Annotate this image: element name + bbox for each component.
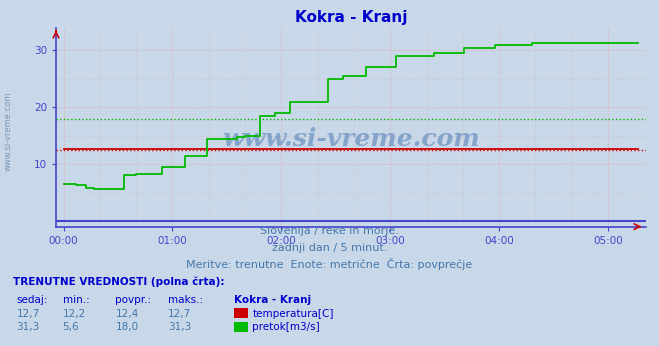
Text: maks.:: maks.: — [168, 295, 203, 305]
Text: pretok[m3/s]: pretok[m3/s] — [252, 322, 320, 333]
Text: temperatura[C]: temperatura[C] — [252, 309, 334, 319]
Title: Kokra - Kranj: Kokra - Kranj — [295, 10, 407, 25]
Text: 12,2: 12,2 — [63, 309, 86, 319]
Text: Meritve: trenutne  Enote: metrične  Črta: povprečje: Meritve: trenutne Enote: metrične Črta: … — [186, 258, 473, 270]
Text: sedaj:: sedaj: — [16, 295, 48, 305]
Text: povpr.:: povpr.: — [115, 295, 152, 305]
Text: 12,4: 12,4 — [115, 309, 138, 319]
Text: 18,0: 18,0 — [115, 322, 138, 333]
Text: www.si-vreme.com: www.si-vreme.com — [3, 92, 13, 171]
Text: 31,3: 31,3 — [16, 322, 40, 333]
Text: 12,7: 12,7 — [168, 309, 191, 319]
Text: 31,3: 31,3 — [168, 322, 191, 333]
Text: 12,7: 12,7 — [16, 309, 40, 319]
Text: zadnji dan / 5 minut.: zadnji dan / 5 minut. — [272, 243, 387, 253]
Text: Slovenija / reke in morje.: Slovenija / reke in morje. — [260, 226, 399, 236]
Text: www.si-vreme.com: www.si-vreme.com — [222, 127, 480, 151]
Text: TRENUTNE VREDNOSTI (polna črta):: TRENUTNE VREDNOSTI (polna črta): — [13, 277, 225, 288]
Text: Kokra - Kranj: Kokra - Kranj — [234, 295, 311, 305]
Text: 5,6: 5,6 — [63, 322, 79, 333]
Text: min.:: min.: — [63, 295, 90, 305]
